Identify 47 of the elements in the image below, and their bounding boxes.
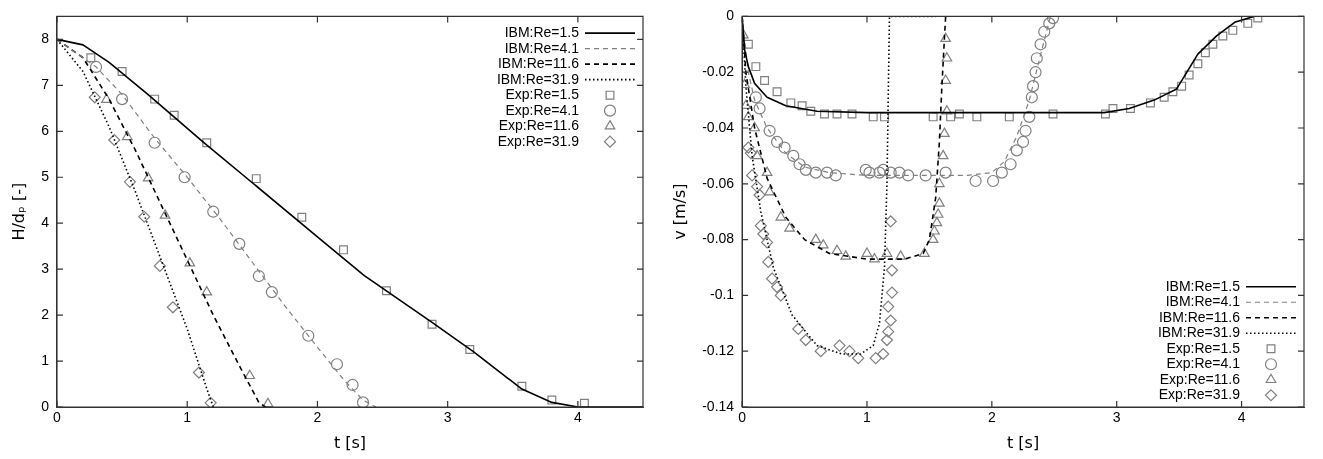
- legend-label: IBM:Re=31.9: [496, 70, 580, 87]
- y-tick-label: -0.08: [702, 230, 735, 247]
- x-axis-title: t [s]: [333, 432, 367, 452]
- y-tick-label: -0.04: [702, 118, 735, 135]
- y-tick-label: 5: [41, 168, 50, 185]
- legend-label: Exp:Re=31.9: [1158, 386, 1241, 403]
- legend-label: IBM:Re=31.9: [1157, 324, 1241, 341]
- x-tick-label: 4: [1237, 409, 1246, 426]
- x-tick-label: 4: [573, 409, 582, 426]
- x-tick-label: 3: [1112, 409, 1121, 426]
- legend-label: IBM:Re=4.1: [1165, 293, 1241, 310]
- y-tick-label: -0.12: [702, 342, 735, 359]
- legend-label: Exp:Re=1.5: [505, 86, 580, 103]
- legend-label: Exp:Re=31.9: [497, 132, 580, 149]
- legend-label: Exp:Re=4.1: [505, 101, 580, 118]
- legend-label: Exp:Re=4.1: [1166, 355, 1241, 372]
- y-tick-label: -0.14: [702, 397, 735, 414]
- y-tick-label: 2: [41, 305, 50, 322]
- x-axis-title: t [s]: [1006, 432, 1040, 452]
- x-tick-label: 2: [313, 409, 322, 426]
- legend-label: Exp:Re=1.5: [1166, 339, 1241, 356]
- legend-label: IBM:Re=1.5: [504, 24, 580, 41]
- y-tick-label: 3: [41, 260, 50, 276]
- legend-label: IBM:Re=1.5: [1165, 277, 1241, 294]
- legend-label: Exp:Re=11.6: [1159, 370, 1241, 387]
- y-tick-label: 1: [41, 351, 50, 368]
- y-tick-label: 0: [726, 7, 735, 24]
- legend-label: IBM:Re=11.6: [497, 55, 580, 72]
- y-tick-label: -0.02: [702, 63, 735, 80]
- y-tick-label: 4: [41, 214, 50, 231]
- y-tick-label: -0.1: [709, 286, 735, 303]
- x-tick-label: 0: [738, 409, 747, 426]
- y-tick-label: 8: [41, 30, 50, 47]
- x-tick-label: 1: [183, 409, 192, 426]
- y-axis-title: H/dₚ [-]: [8, 182, 28, 241]
- y-axis-title: v [m/s]: [669, 183, 689, 240]
- x-tick-label: 1: [863, 409, 872, 426]
- x-tick-label: 0: [53, 409, 62, 426]
- legend-label: IBM:Re=11.6: [1158, 308, 1241, 325]
- legend-label: Exp:Re=11.6: [498, 117, 580, 134]
- y-tick-label: 6: [41, 122, 50, 139]
- legend-label: IBM:Re=4.1: [504, 39, 580, 56]
- y-tick-label: 0: [41, 397, 50, 414]
- y-tick-label: 7: [41, 76, 50, 93]
- x-tick-label: 3: [443, 409, 452, 426]
- y-tick-label: -0.06: [702, 174, 735, 191]
- x-tick-label: 2: [987, 409, 996, 426]
